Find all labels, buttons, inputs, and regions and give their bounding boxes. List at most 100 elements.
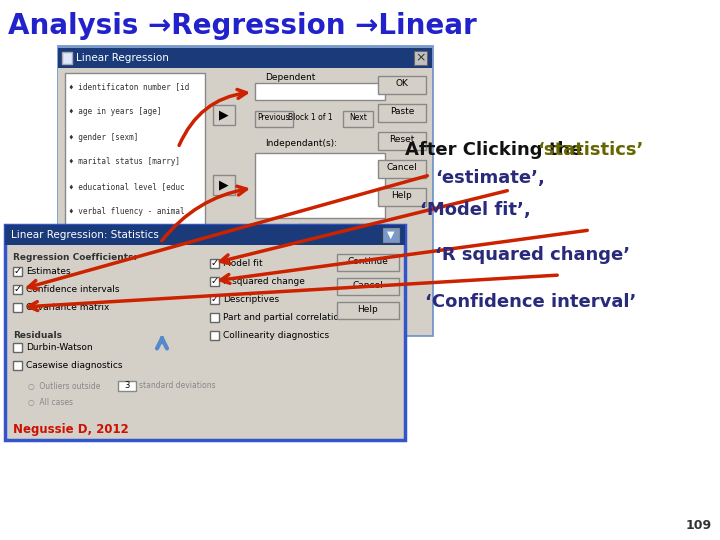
FancyBboxPatch shape (58, 46, 432, 335)
Text: ✓: ✓ (210, 294, 219, 304)
FancyBboxPatch shape (208, 307, 266, 325)
Text: standard deviations: standard deviations (139, 381, 215, 390)
Text: ▶: ▶ (219, 109, 229, 122)
FancyBboxPatch shape (343, 111, 373, 127)
FancyBboxPatch shape (378, 160, 426, 178)
Text: Part and partial correlations: Part and partial correlations (223, 313, 349, 321)
Text: Block 1 of 1: Block 1 of 1 (288, 113, 333, 123)
Text: ♦ gender [sexm]: ♦ gender [sexm] (69, 132, 138, 141)
FancyBboxPatch shape (62, 52, 72, 64)
Text: Help: Help (358, 305, 379, 314)
Text: Linear Regression: Statistics: Linear Regression: Statistics (11, 230, 159, 240)
FancyBboxPatch shape (378, 132, 426, 150)
FancyBboxPatch shape (337, 278, 399, 295)
Text: WLS >>: WLS >> (84, 312, 118, 321)
Text: ✓: ✓ (210, 258, 219, 268)
FancyBboxPatch shape (255, 83, 385, 100)
FancyBboxPatch shape (58, 68, 432, 335)
Text: Cancel: Cancel (353, 280, 383, 289)
Text: ♦ marital status [marry]: ♦ marital status [marry] (69, 158, 180, 166)
Text: Casewise diagnostics: Casewise diagnostics (26, 361, 122, 369)
Text: ♦ verbal fluency - animal: ♦ verbal fluency - animal (69, 207, 184, 217)
Text: ▶: ▶ (219, 305, 229, 318)
FancyBboxPatch shape (13, 343, 22, 352)
Text: 3: 3 (125, 381, 130, 390)
Text: ♦ depression diagnosis [d: ♦ depression diagnosis [d (69, 233, 184, 241)
FancyBboxPatch shape (378, 76, 426, 94)
Text: Cancel: Cancel (387, 163, 418, 172)
Text: Linear Regression: Linear Regression (76, 53, 169, 63)
Text: Estimates: Estimates (26, 267, 71, 275)
Text: Help: Help (392, 191, 413, 199)
Text: Residuals: Residuals (13, 331, 62, 340)
FancyBboxPatch shape (5, 225, 405, 245)
Text: Next: Next (349, 113, 367, 123)
Text: ✓: ✓ (14, 266, 22, 276)
FancyBboxPatch shape (65, 73, 205, 258)
Text: Continue: Continue (348, 256, 388, 266)
Text: Plots...: Plots... (223, 312, 251, 321)
FancyBboxPatch shape (255, 265, 355, 280)
Text: After Clicking the: After Clicking the (405, 141, 589, 159)
Text: R squared change: R squared change (223, 276, 305, 286)
FancyBboxPatch shape (383, 228, 399, 242)
FancyBboxPatch shape (210, 331, 219, 340)
Text: Paste: Paste (390, 106, 414, 116)
FancyBboxPatch shape (213, 175, 235, 195)
Text: OK: OK (395, 78, 408, 87)
FancyBboxPatch shape (213, 105, 235, 125)
Text: ×: × (415, 51, 426, 64)
Text: ▼: ▼ (387, 230, 395, 240)
Text: Model fit: Model fit (223, 259, 263, 267)
FancyBboxPatch shape (13, 285, 22, 294)
Text: ‘R squared change’: ‘R squared change’ (435, 246, 630, 264)
FancyBboxPatch shape (255, 153, 385, 218)
Text: Save...: Save... (289, 312, 318, 321)
Text: ▶: ▶ (219, 179, 229, 192)
FancyBboxPatch shape (132, 307, 190, 325)
Text: Reset: Reset (390, 134, 415, 144)
FancyBboxPatch shape (13, 361, 22, 370)
FancyBboxPatch shape (355, 224, 369, 239)
FancyBboxPatch shape (378, 104, 426, 122)
FancyBboxPatch shape (298, 224, 358, 239)
Text: ♦ identificaton number [id: ♦ identificaton number [id (69, 83, 189, 91)
FancyBboxPatch shape (213, 303, 235, 321)
FancyBboxPatch shape (13, 267, 22, 276)
FancyBboxPatch shape (378, 188, 426, 206)
Text: ‘estimate’,: ‘estimate’, (435, 169, 545, 187)
Text: Case Labels:: Case Labels: (265, 288, 322, 298)
Text: ○  All cases: ○ All cases (28, 397, 73, 407)
Text: ‘Model fit’,: ‘Model fit’, (420, 201, 531, 219)
Text: Descriptives: Descriptives (223, 294, 279, 303)
Text: ♦ educational level [educ: ♦ educational level [educ (69, 183, 184, 192)
FancyBboxPatch shape (72, 307, 130, 325)
Text: Confidence intervals: Confidence intervals (26, 285, 120, 294)
FancyBboxPatch shape (210, 259, 219, 268)
FancyBboxPatch shape (414, 51, 427, 65)
FancyBboxPatch shape (337, 254, 399, 271)
Text: Method:: Method: (265, 226, 302, 235)
Text: ▶: ▶ (219, 265, 229, 278)
Text: ‘statistics’: ‘statistics’ (537, 141, 644, 159)
FancyBboxPatch shape (210, 313, 219, 322)
Text: ✓: ✓ (210, 276, 219, 286)
Text: Options...: Options... (348, 312, 390, 321)
FancyBboxPatch shape (255, 305, 355, 320)
FancyBboxPatch shape (13, 303, 22, 312)
Text: Negussie D, 2012: Negussie D, 2012 (13, 423, 129, 436)
FancyBboxPatch shape (118, 381, 136, 391)
FancyBboxPatch shape (5, 225, 405, 440)
Text: Dependent: Dependent (265, 73, 315, 83)
FancyBboxPatch shape (58, 48, 432, 68)
Text: Selection Variable:: Selection Variable: (265, 248, 350, 258)
Text: Enter: Enter (314, 226, 336, 235)
Text: Previous: Previous (258, 113, 290, 123)
FancyBboxPatch shape (275, 307, 333, 325)
FancyBboxPatch shape (210, 277, 219, 286)
FancyBboxPatch shape (213, 263, 235, 281)
FancyBboxPatch shape (210, 295, 219, 304)
Text: Collinearity diagnostics: Collinearity diagnostics (223, 330, 329, 340)
Text: ▼: ▼ (359, 226, 365, 235)
Text: Statistics...: Statistics... (138, 312, 184, 321)
